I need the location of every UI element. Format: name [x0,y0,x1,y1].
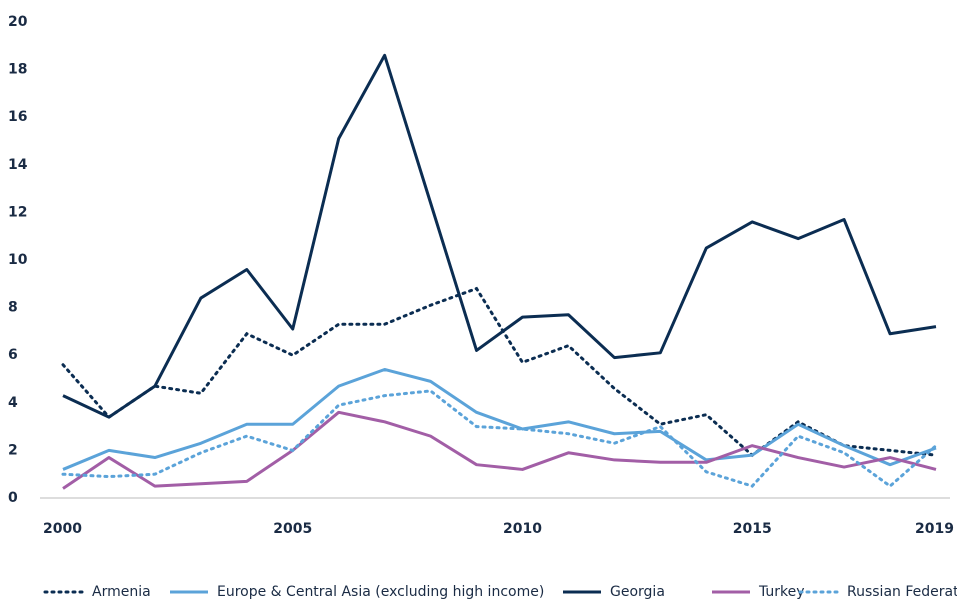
legend-label: Turkey [758,584,805,600]
line-series [61,389,938,489]
x-tick-label: 2015 [733,521,772,537]
legend-label: Georgia [610,584,665,600]
x-tick-label: 2000 [43,521,82,537]
line-series [61,286,938,458]
y-tick-label: 20 [8,14,28,30]
y-tick-label: 14 [8,157,28,173]
y-tick-label: 10 [8,252,28,268]
legend-label: Europe & Central Asia (excluding high in… [217,584,544,600]
x-tick-label: 2019 [915,521,954,537]
line-series [62,410,937,490]
line-series [62,53,937,419]
y-tick-label: 2 [8,442,18,458]
y-tick-label: 0 [8,490,18,506]
y-tick-label: 8 [8,300,18,316]
legend-label: Armenia [92,584,151,600]
legend-label: Russian Federation [847,584,957,600]
line-series [62,367,937,471]
x-tick-label: 2010 [503,521,542,537]
x-tick-label: 2005 [273,521,312,537]
y-tick-label: 18 [8,62,27,78]
y-tick-label: 12 [8,204,27,220]
y-tick-label: 4 [8,395,18,411]
y-tick-label: 16 [8,109,27,125]
y-tick-label: 6 [8,347,18,363]
